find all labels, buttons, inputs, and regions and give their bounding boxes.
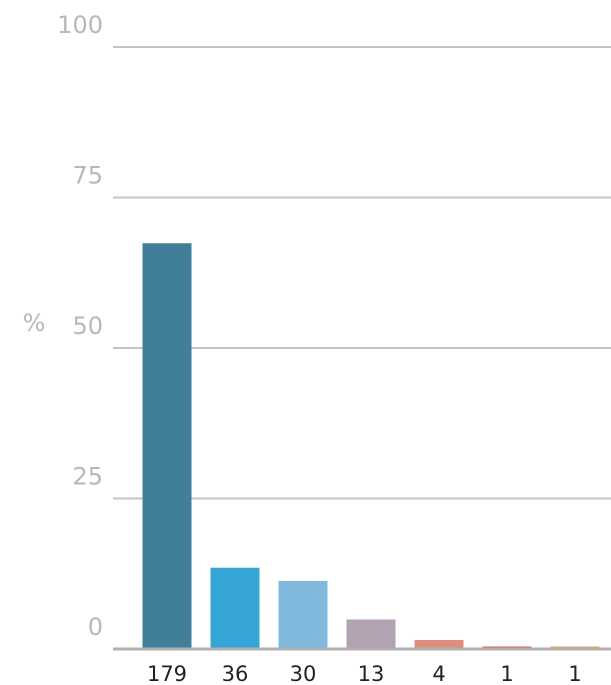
x-category-label: 13 (358, 662, 385, 685)
y-tick-label: 100 (57, 11, 103, 39)
bar (346, 619, 396, 649)
x-category-label: 179 (147, 662, 187, 685)
x-category-label: 36 (222, 662, 249, 685)
bar (210, 567, 260, 649)
x-axis-category-labels: 179 36 30 13 4 1 1 (147, 662, 582, 685)
bar (142, 243, 192, 649)
bar (278, 580, 328, 649)
x-category-label: 1 (500, 662, 513, 685)
x-category-label: 1 (568, 662, 581, 685)
y-tick-label: 75 (72, 162, 103, 190)
bar (414, 639, 464, 649)
y-tick-label: 0 (88, 613, 103, 641)
bars (142, 243, 600, 649)
gridlines (113, 46, 611, 500)
x-category-label: 30 (290, 662, 317, 685)
y-axis-label: % (23, 309, 46, 337)
y-tick-label: 50 (72, 312, 103, 340)
y-axis-ticks: 0 25 50 75 100 (57, 11, 103, 641)
y-tick-label: 25 (72, 463, 103, 491)
x-category-label: 4 (432, 662, 445, 685)
